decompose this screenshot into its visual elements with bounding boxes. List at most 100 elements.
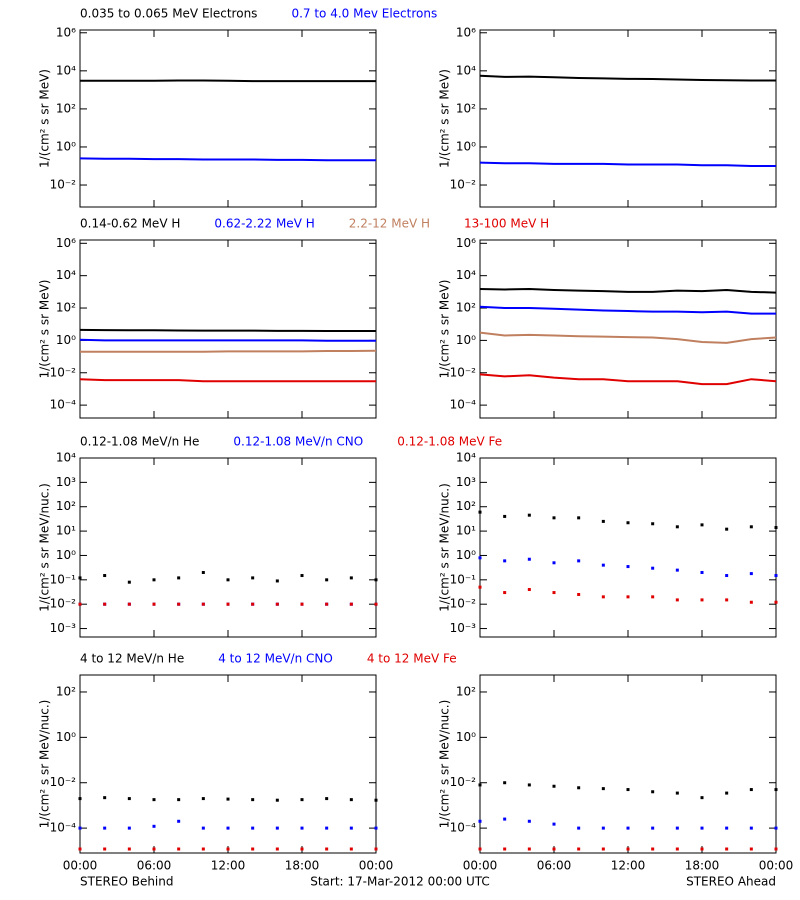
data-point	[503, 591, 507, 595]
data-point	[626, 521, 630, 525]
series-line	[479, 305, 776, 315]
y-tick-label: 10⁴	[456, 451, 476, 465]
y-tick-label: 10⁻⁴	[450, 398, 477, 412]
y-axis-label: 1/(cm² s sr MeV/nuc.)	[438, 483, 452, 612]
data-point	[103, 574, 107, 578]
x-tick-label: 18:00	[685, 859, 720, 873]
data-point	[78, 847, 82, 851]
x-tick-label: 12:00	[611, 859, 646, 873]
data-point	[300, 602, 304, 606]
data-point	[626, 595, 630, 599]
data-point	[275, 602, 279, 606]
plot-frame	[479, 29, 777, 208]
data-point	[103, 602, 107, 606]
data-point	[201, 570, 205, 574]
y-tick-label: 10⁴	[56, 451, 76, 465]
data-point	[774, 847, 778, 851]
y-tick-label: 10⁻²	[50, 178, 77, 192]
legend-entry: 2.2-12 MeV H	[349, 217, 430, 231]
y-tick-label: 10⁰	[56, 548, 76, 562]
data-point	[749, 826, 753, 830]
data-point	[478, 819, 482, 823]
series-line	[79, 338, 376, 342]
y-tick-label: 10⁻²	[450, 365, 477, 379]
y-tick-label: 10⁶	[456, 236, 476, 250]
data-point	[325, 847, 329, 851]
y-tick-label: 10²	[56, 684, 76, 698]
y-tick-label: 10⁻²	[50, 365, 77, 379]
y-tick-label: 10⁻⁴	[50, 398, 77, 412]
data-point	[78, 576, 82, 580]
footer-right: STEREO Ahead	[686, 875, 776, 889]
y-tick-label: 10⁰	[456, 139, 476, 153]
y-tick-label: 10⁻³	[450, 621, 477, 635]
data-point	[651, 826, 655, 830]
y-tick-label: 10⁴	[56, 63, 76, 77]
y-tick-label: 10³	[56, 475, 76, 489]
data-point	[774, 826, 778, 830]
plot-frame	[79, 29, 377, 208]
data-point	[601, 847, 605, 851]
x-tick-label: 00:00	[63, 859, 98, 873]
plot-frame	[79, 674, 377, 854]
data-point	[325, 826, 329, 830]
x-tick-label: 06:00	[137, 859, 172, 873]
y-tick-label: 10⁰	[56, 730, 76, 744]
series-line	[479, 373, 777, 386]
y-tick-label: 10⁴	[56, 268, 76, 282]
data-point	[651, 522, 655, 526]
y-tick-label: 10⁶	[56, 236, 76, 250]
data-point	[201, 826, 205, 830]
y-tick-label: 10⁶	[56, 25, 76, 39]
data-point	[177, 576, 181, 580]
data-point	[103, 826, 107, 830]
data-point	[651, 595, 655, 599]
series-line	[479, 331, 777, 344]
data-point	[374, 847, 378, 851]
y-tick-label: 10⁻⁴	[450, 821, 477, 835]
data-point	[349, 826, 353, 830]
data-point	[300, 798, 304, 802]
y-tick-label: 10²	[456, 301, 476, 315]
data-point	[651, 566, 655, 570]
data-point	[374, 602, 378, 606]
legend-entry: 0.12-1.08 MeV/n He	[80, 435, 199, 449]
data-point	[700, 826, 704, 830]
data-point	[774, 788, 778, 792]
data-point	[251, 826, 255, 830]
data-point	[749, 788, 753, 792]
y-tick-label: 10²	[56, 101, 76, 115]
y-tick-label: 10⁴	[456, 63, 476, 77]
data-point	[226, 578, 230, 582]
data-point	[626, 788, 630, 792]
legend-entry: 4 to 12 MeV/n CNO	[218, 652, 333, 666]
y-axis-label: 1/(cm² s sr MeV/nuc.)	[438, 700, 452, 829]
data-point	[177, 847, 181, 851]
y-axis-label: 1/(cm² s sr MeV)	[38, 69, 52, 168]
footer-left: STEREO Behind	[80, 875, 174, 889]
series-line	[479, 161, 776, 167]
data-point	[725, 791, 729, 795]
series-line	[79, 378, 376, 383]
data-point	[503, 817, 507, 821]
data-point	[478, 783, 482, 787]
data-point	[577, 826, 581, 830]
data-point	[601, 563, 605, 567]
data-point	[725, 527, 729, 531]
data-point	[300, 574, 304, 578]
plot-frame	[79, 457, 377, 638]
y-tick-label: 10⁻²	[450, 597, 477, 611]
data-point	[374, 578, 378, 582]
data-point	[478, 585, 482, 589]
data-point	[226, 826, 230, 830]
data-point	[325, 602, 329, 606]
data-point	[725, 826, 729, 830]
data-point	[478, 556, 482, 560]
y-axis-label: 1/(cm² s sr MeV)	[38, 280, 52, 379]
legend-entry: 13-100 MeV H	[464, 217, 549, 231]
series-line	[479, 74, 776, 82]
data-point	[675, 525, 679, 529]
data-point	[552, 784, 556, 788]
data-point	[275, 579, 279, 583]
